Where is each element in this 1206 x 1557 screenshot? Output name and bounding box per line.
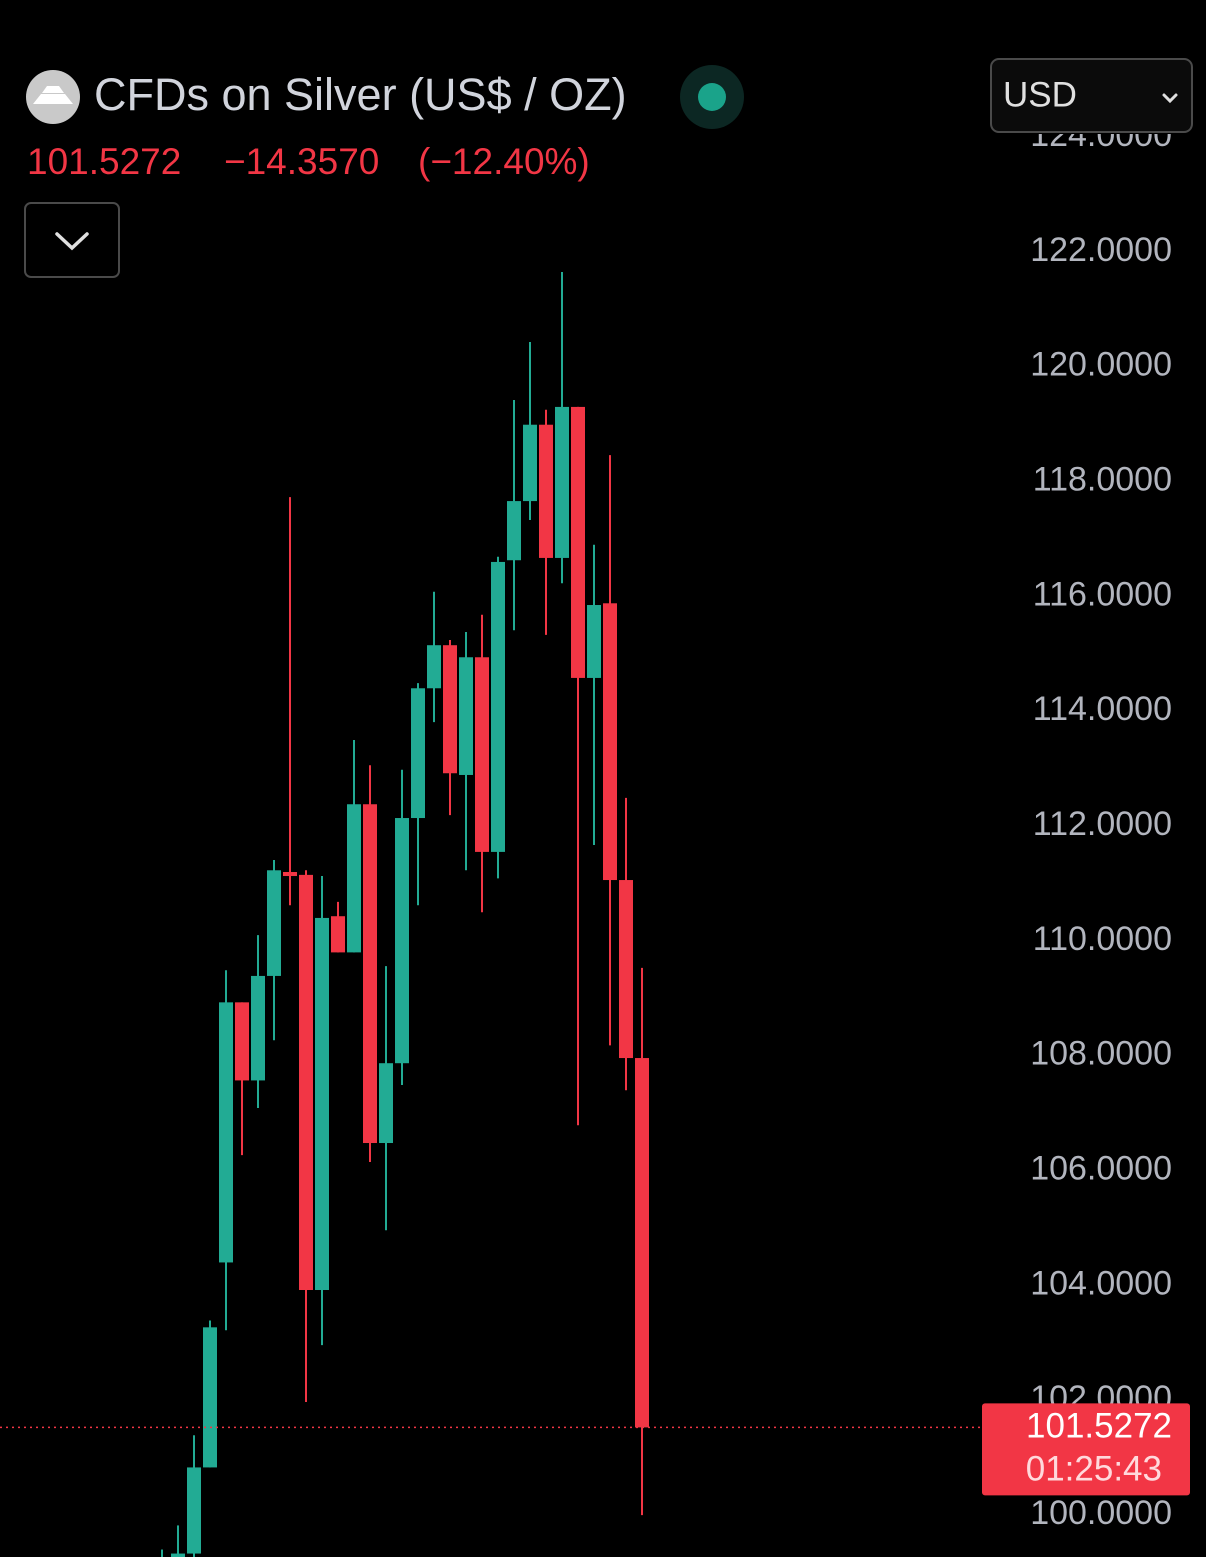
candle-body <box>363 804 377 1144</box>
symbol-title: CFDs on Silver (US$ / OZ) <box>94 69 627 120</box>
candle-body <box>443 645 457 774</box>
header-change: −14.3570 <box>224 141 379 182</box>
y-tick-label: 122.0000 <box>1030 231 1172 269</box>
candle-body <box>203 1327 217 1468</box>
candle-body <box>427 645 441 689</box>
candle-body <box>507 501 521 561</box>
header-price: 101.5272 <box>27 141 181 182</box>
currency-select[interactable]: USD <box>990 58 1193 133</box>
y-tick-label: 104.0000 <box>1030 1264 1172 1302</box>
candle-body <box>219 1002 233 1263</box>
candle-body <box>571 406 585 678</box>
candle-body <box>187 1467 201 1554</box>
price-axis: 100.0000102.0000104.0000106.0000108.0000… <box>1030 116 1172 1532</box>
y-tick-label: 100.0000 <box>1030 1494 1172 1532</box>
header-change-percent: (−12.40%) <box>418 141 590 182</box>
candle-body <box>411 688 425 819</box>
countdown-label: 01:25:43 <box>1026 1450 1162 1489</box>
candle-body <box>299 874 313 1291</box>
y-tick-label: 120.0000 <box>1030 346 1172 384</box>
candle-body <box>267 870 281 976</box>
candle-body <box>347 804 361 953</box>
candle-body <box>475 657 489 852</box>
candle-body <box>603 603 617 881</box>
y-tick-label: 110.0000 <box>1033 920 1172 958</box>
candle-body <box>587 605 601 678</box>
candle-body <box>395 818 409 1064</box>
candle-body <box>283 872 297 877</box>
y-tick-label: 124.0000 <box>1030 116 1172 154</box>
last-price-tag: 101.5272 01:25:43 <box>982 1403 1190 1496</box>
candle-body <box>491 561 505 852</box>
candle-body <box>251 975 265 1081</box>
candle-body <box>539 424 553 558</box>
candle-body <box>459 657 473 775</box>
candle-body <box>555 406 569 558</box>
candle-body <box>235 1002 249 1081</box>
y-tick-label: 108.0000 <box>1030 1035 1172 1073</box>
currency-label: USD <box>1003 75 1077 114</box>
market-status <box>680 65 744 129</box>
candle-body <box>635 1058 649 1428</box>
candle-body <box>331 916 345 953</box>
candle-body <box>523 424 537 502</box>
plot-area <box>0 271 985 1557</box>
last-price-label: 101.5272 <box>1026 1407 1172 1446</box>
symbol-icon <box>26 70 80 124</box>
y-tick-label: 118.0000 <box>1033 461 1172 499</box>
last-price-box <box>982 1403 1190 1496</box>
y-tick-label: 114.0000 <box>1033 690 1172 728</box>
collapse-button[interactable] <box>24 202 120 278</box>
y-tick-label: 112.0000 <box>1033 805 1172 843</box>
y-tick-label: 116.0000 <box>1033 575 1172 613</box>
candle-body <box>315 917 329 1291</box>
candle-body <box>619 880 633 1059</box>
candle-body <box>379 1063 393 1144</box>
candle-body <box>171 1553 185 1557</box>
y-tick-label: 106.0000 <box>1030 1150 1172 1188</box>
